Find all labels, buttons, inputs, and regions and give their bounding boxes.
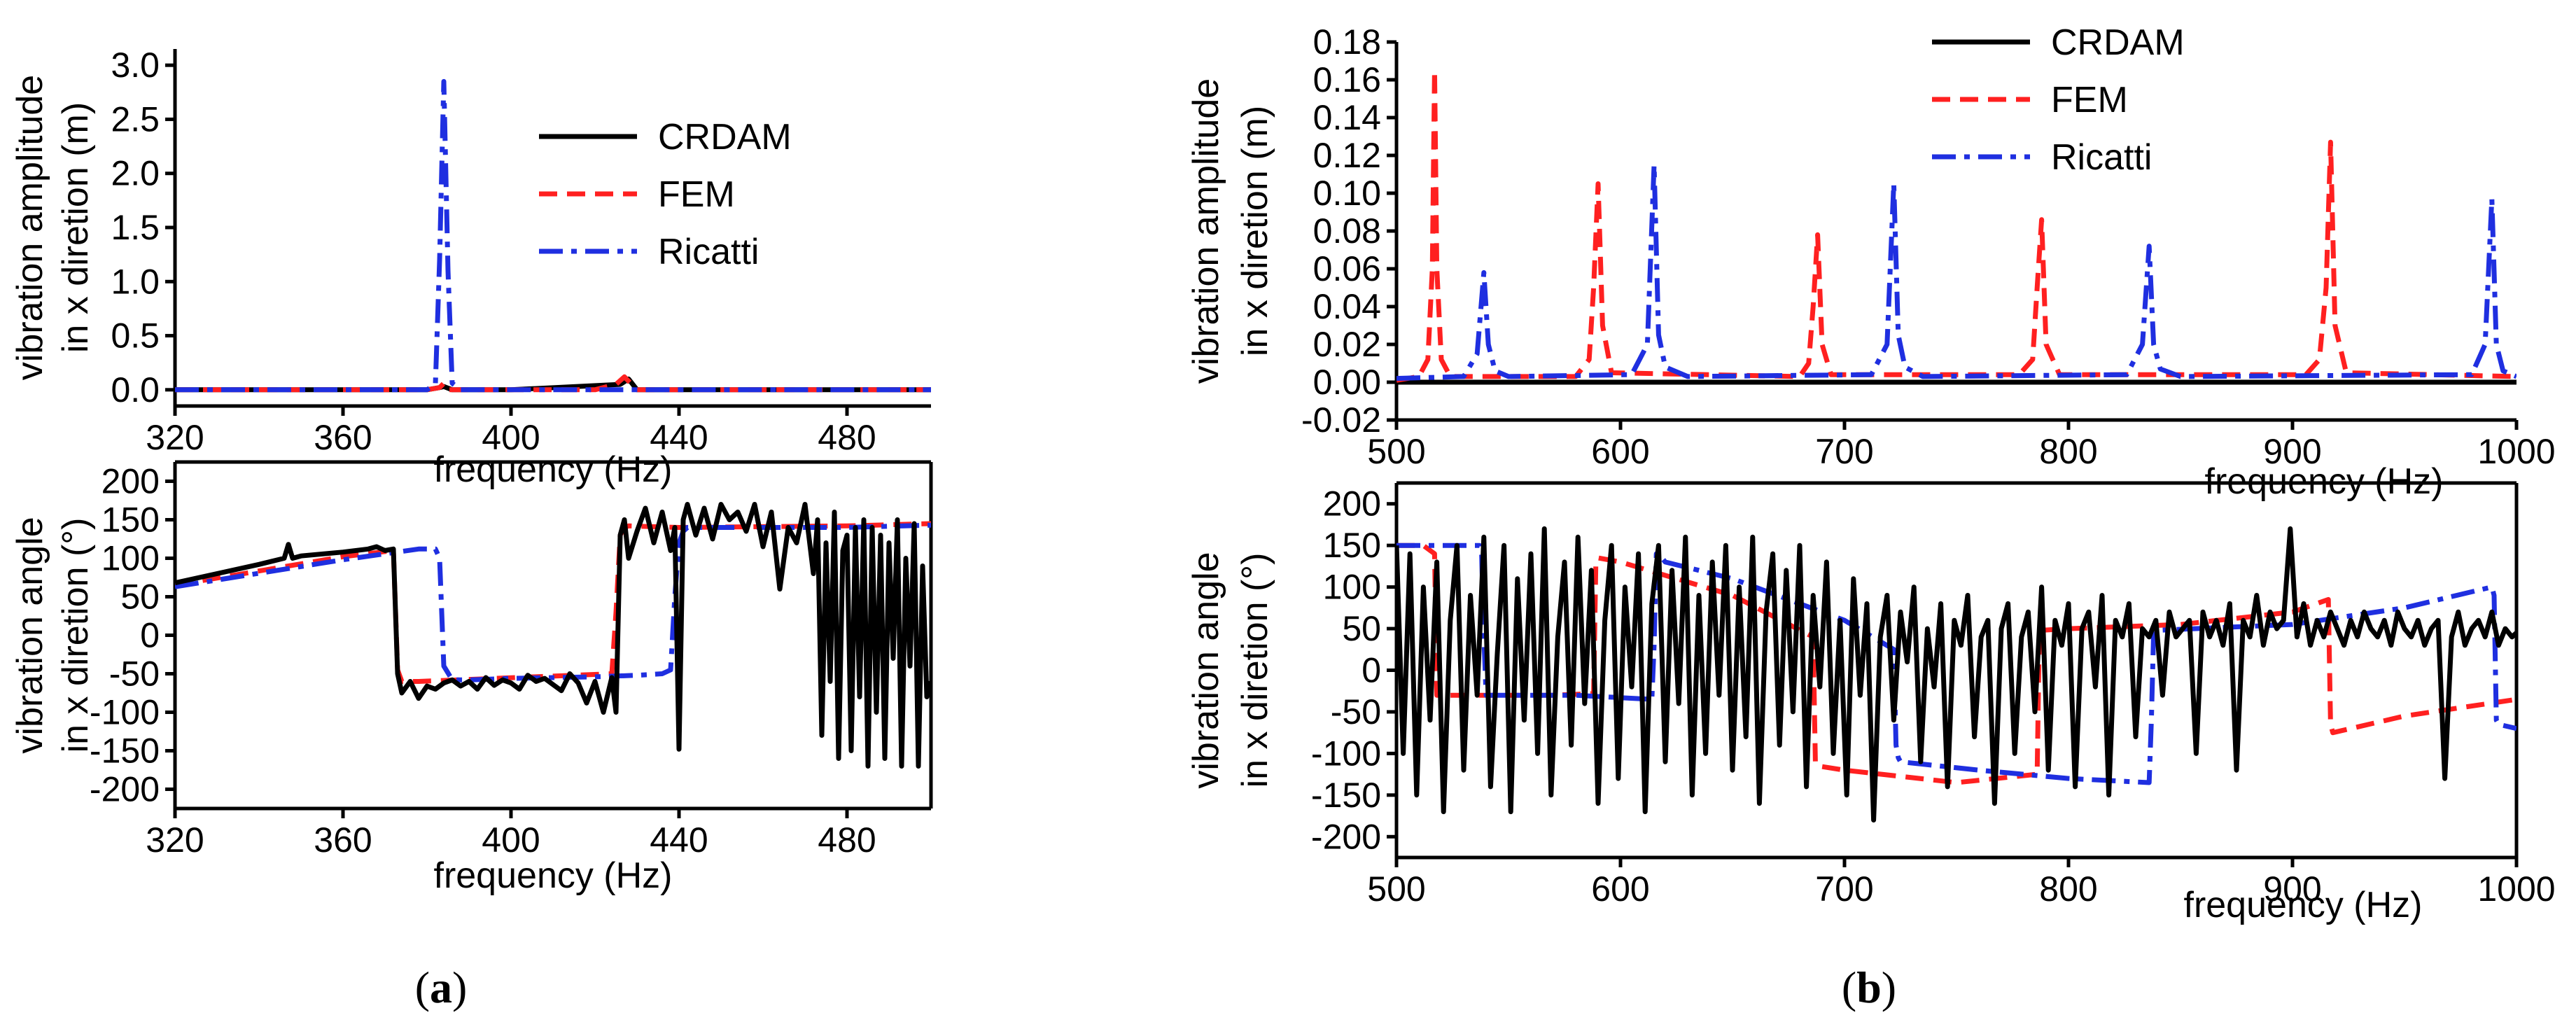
chart-a-amplitude-x-tick-label: 480: [818, 418, 876, 457]
chart-a-angle-x-tick-label: 440: [650, 820, 708, 860]
chart-b-amplitude-y-tick-label: 0.10: [1313, 174, 1381, 213]
chart-a-amplitude-x-tick-label: 440: [650, 418, 708, 457]
chart-a-angle-y-tick-label: -100: [90, 693, 160, 732]
chart-b-angle-series-crdam: [1396, 526, 2516, 822]
chart-a-amplitude-legend-label-fem: FEM: [658, 174, 735, 215]
chart-b-angle-y-tick-label: -200: [1311, 817, 1381, 856]
chart-b-angle-y-axis-title: vibration angle: [1186, 552, 1226, 788]
chart-b-angle-y-tick-label: 200: [1323, 484, 1381, 524]
chart-b-angle-x-tick-label: 900: [2263, 869, 2321, 909]
chart-b-angle-x-tick-label: 500: [1367, 869, 1425, 909]
chart-a-angle-y-tick-label: -50: [109, 654, 160, 694]
chart-a-amplitude-legend-label-ricatti: Ricatti: [658, 232, 759, 272]
chart-b-amplitude-y-tick-label: 0.02: [1313, 325, 1381, 364]
chart-b-amplitude-legend-label-fem: FEM: [2051, 80, 2128, 120]
chart-a-angle-y-tick-label: 150: [102, 500, 160, 540]
panel-a-amplitude-chart: 320 360 400 440 480 0.0 0.5 1.0 1.5 2.0 2.5 3.0 vibr…: [10, 46, 931, 490]
chart-a-amplitude-x-tick-label: 400: [482, 418, 540, 457]
figure-label-b: (b): [1842, 962, 1896, 1012]
chart-a-angle-y-tick-label: -150: [90, 732, 160, 771]
chart-b-amplitude-series-ricatti: [1396, 162, 2516, 382]
chart-b-angle-series-ricatti: [1396, 542, 2516, 785]
chart-a-angle-y-tick-label: 0: [140, 616, 160, 655]
chart-a-amplitude-y-tick-label: 2.0: [111, 154, 160, 193]
chart-b-amplitude-y-tick-label: 0.16: [1313, 60, 1381, 99]
chart-b-amplitude-y-tick-label: 0.04: [1313, 287, 1381, 326]
chart-a-angle-y-tick-label: 50: [120, 578, 160, 617]
chart-a-angle-y-tick-label: 200: [102, 462, 160, 501]
chart-a-angle-x-tick-label: 360: [314, 820, 372, 860]
chart-b-amplitude-y-tick-label: 0.18: [1313, 22, 1381, 62]
chart-a-amplitude-y-tick-label: 0.5: [111, 316, 160, 356]
chart-b-amplitude-y-tick-label: 0.12: [1313, 136, 1381, 175]
chart-b-angle-y-tick-label: 0: [1362, 651, 1381, 690]
figure-label-a: (a): [415, 962, 468, 1012]
chart-a-angle-y-tick-label: 100: [102, 539, 160, 578]
chart-b-amplitude-x-tick-label: 500: [1367, 432, 1425, 471]
chart-a-angle-series-crdam: [175, 502, 931, 769]
chart-b-angle-y-tick-label: -100: [1311, 734, 1381, 773]
chart-b-amplitude-y-tick-label: 0.06: [1313, 249, 1381, 288]
chart-b-amplitude-x-tick-label: 900: [2263, 432, 2321, 471]
chart-a-amplitude-legend-label-crdam: CRDAM: [658, 117, 792, 158]
chart-b-amplitude-x-tick-label: 600: [1591, 432, 1649, 471]
chart-a-angle-y-tick-label: -200: [90, 770, 160, 809]
chart-b-angle-y-tick-label: 50: [1342, 609, 1381, 648]
chart-a-amplitude-series-fem: [175, 374, 931, 393]
chart-b-angle-x-tick-label: 800: [2039, 869, 2097, 909]
chart-a-angle-y-axis-title: in x diretion (°): [55, 518, 96, 753]
chart-a-angle-x-axis-title: frequency (Hz): [434, 855, 673, 896]
chart-b-angle-y-axis-title: in x diretion (°): [1235, 553, 1275, 788]
chart-b-angle-x-tick-label: 600: [1591, 869, 1649, 909]
chart-b-amplitude-y-tick-label: 0.14: [1313, 98, 1381, 137]
chart-b-amplitude-y-axis-title: in x diretion (m): [1235, 106, 1275, 356]
chart-b-amplitude-y-tick-label: 0.08: [1313, 211, 1381, 251]
chart-a-angle-x-tick-label: 400: [482, 820, 540, 860]
chart-a-angle-x-tick-label: 320: [146, 820, 204, 860]
chart-a-amplitude-y-tick-label: 1.5: [111, 208, 160, 247]
panel-b-angle-chart: 500 600 700 800 900 1000200150100500-50-100-1…: [1186, 481, 2556, 925]
chart-b-amplitude-y-tick-label: -0.02: [1301, 400, 1381, 440]
chart-b-amplitude-x-tick-label: 700: [1815, 432, 1873, 471]
chart-b-amplitude-series-fem: [1396, 68, 2516, 383]
panel-b-amplitude-chart: 500 600 700 800 900 10000.180.160.140.120.100…: [1186, 22, 2556, 502]
chart-a-amplitude-y-tick-label: 0.0: [111, 370, 160, 410]
chart-a-amplitude-x-tick-label: 320: [146, 418, 204, 457]
chart-b-angle-x-tick-label: 1000: [2477, 869, 2555, 909]
chart-b-amplitude-x-tick-label: 1000: [2477, 432, 2555, 471]
chart-b-angle-x-axis-title: frequency (Hz): [2184, 885, 2423, 925]
chart-b-angle-y-tick-label: -150: [1311, 776, 1381, 815]
chart-b-amplitude-legend-label-ricatti: Ricatti: [2051, 137, 2152, 178]
chart-b-amplitude-y-tick-label: 0.00: [1313, 363, 1381, 402]
chart-b-amplitude-legend-label-crdam: CRDAM: [2051, 22, 2185, 63]
chart-b-angle-x-tick-label: 700: [1815, 869, 1873, 909]
chart-a-angle-x-tick-label: 480: [818, 820, 876, 860]
chart-a-amplitude-y-axis-title: in x diretion (m): [55, 102, 96, 353]
chart-a-amplitude-y-axis-title: vibration amplitude: [10, 75, 50, 380]
chart-a-amplitude-y-tick-label: 2.5: [111, 99, 160, 139]
chart-b-angle-y-tick-label: -50: [1331, 692, 1381, 732]
chart-a-amplitude-x-axis-title: frequency (Hz): [434, 449, 673, 490]
panel-a-angle-chart: 320 360 400 440 480 200150100500-50-100-150-2…: [10, 460, 933, 896]
chart-a-amplitude-x-tick-label: 360: [314, 418, 372, 457]
chart-b-angle-y-tick-label: 100: [1323, 568, 1381, 607]
chart-b-amplitude-x-tick-label: 800: [2039, 432, 2097, 471]
chart-a-amplitude-y-tick-label: 3.0: [111, 46, 160, 85]
chart-b-amplitude-y-axis-title: vibration amplitude: [1186, 78, 1226, 384]
chart-b-angle-y-tick-label: 150: [1323, 526, 1381, 565]
chart-a-angle-y-axis-title: vibration angle: [10, 517, 50, 753]
chart-a-amplitude-series-ricatti: [175, 78, 931, 393]
chart-a-amplitude-y-tick-label: 1.0: [111, 262, 160, 301]
